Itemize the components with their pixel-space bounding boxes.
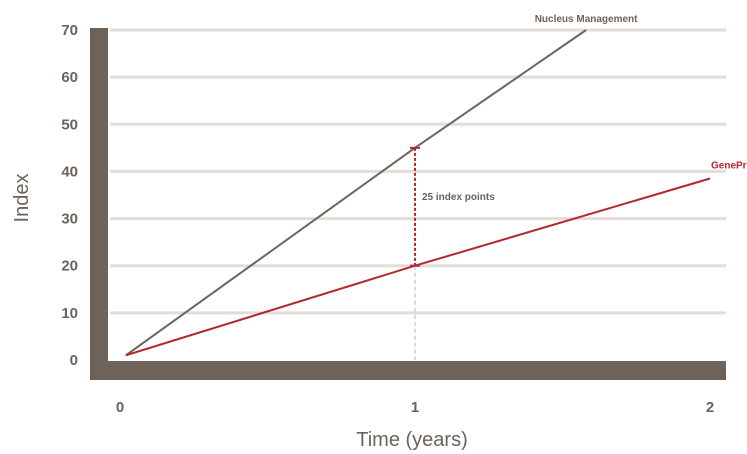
x-axis-bar bbox=[90, 361, 726, 380]
series-label-0: Nucleus Management bbox=[535, 14, 638, 25]
x-tick-label-1: 1 bbox=[411, 399, 419, 416]
y-axis-bar bbox=[90, 28, 108, 380]
series-label-1: GeneProx bbox=[711, 161, 747, 172]
x-tick-label-2: 2 bbox=[706, 399, 714, 416]
axes bbox=[90, 28, 726, 380]
axis-titles: Time (years) Index bbox=[11, 174, 468, 451]
y-tick-label-40: 40 bbox=[61, 163, 78, 180]
tick-labels: 0 10 20 30 40 50 60 70 0 1 2 bbox=[61, 22, 714, 416]
grid-lines bbox=[110, 28, 726, 315]
y-tick-label-20: 20 bbox=[61, 258, 78, 275]
series-lines bbox=[125, 29, 711, 357]
series-line-0 bbox=[125, 29, 587, 357]
y-tick-label-10: 10 bbox=[61, 305, 78, 322]
y-tick-label-0: 0 bbox=[70, 352, 78, 369]
y-axis-title: Index bbox=[11, 174, 33, 223]
series-labels: Nucleus Management GeneProx bbox=[535, 14, 747, 172]
annotation: 25 index points bbox=[410, 146, 495, 267]
x-axis-title: Time (years) bbox=[356, 429, 467, 451]
annotation-label: 25 index points bbox=[422, 192, 495, 203]
y-tick-label-60: 60 bbox=[61, 69, 78, 86]
y-tick-label-50: 50 bbox=[61, 116, 78, 133]
y-tick-label-30: 30 bbox=[61, 211, 78, 228]
x-tick-label-0: 0 bbox=[116, 399, 124, 416]
y-tick-label-70: 70 bbox=[61, 22, 78, 39]
